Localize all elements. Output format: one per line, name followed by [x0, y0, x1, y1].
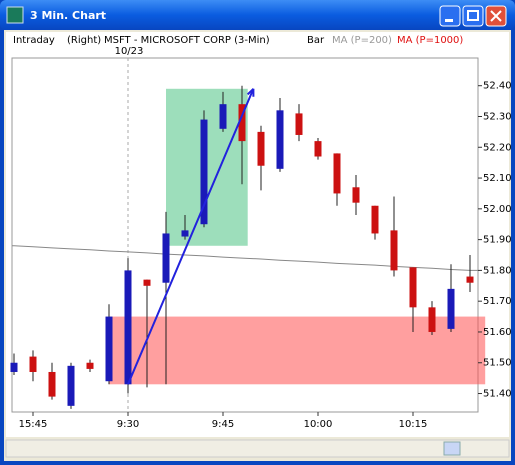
day-label: 10/23 [115, 46, 144, 57]
candle-body [276, 110, 284, 169]
close-button[interactable] [485, 5, 507, 27]
candle-body [219, 104, 227, 129]
candle-body [371, 205, 379, 234]
maximize-button[interactable] [462, 5, 484, 27]
candle-body [238, 104, 246, 142]
app-icon [6, 6, 24, 24]
header-text: Intraday [13, 35, 55, 46]
candle-body [10, 362, 18, 372]
candle-body [390, 230, 398, 271]
y-tick-label: 51.40 [483, 389, 512, 400]
candle-body [428, 307, 436, 332]
candle-body [352, 187, 360, 203]
title-bar [0, 0, 515, 30]
x-tick-label: 10:00 [304, 419, 333, 430]
y-tick-label: 51.80 [483, 265, 512, 276]
minimize-button[interactable] [439, 5, 461, 27]
y-tick-label: 51.60 [483, 327, 512, 338]
candle-body [466, 276, 474, 283]
header-text: (Right) [67, 35, 101, 46]
x-tick-label: 9:30 [117, 419, 139, 430]
scrollbar[interactable] [5, 439, 510, 458]
candle-body [29, 356, 37, 372]
candle-body [314, 141, 322, 157]
legend-entry: MA (P=200) [332, 35, 392, 46]
candle-body [143, 279, 151, 286]
ma-line [12, 245, 478, 271]
candle-body [67, 365, 75, 406]
candle-body [162, 233, 170, 283]
window-title: 3 Min. Chart [30, 9, 106, 22]
scroll-thumb[interactable] [443, 441, 461, 456]
candle-body [124, 270, 132, 385]
arrow-head [246, 88, 255, 97]
candle-body [295, 113, 303, 135]
candle-body [200, 119, 208, 225]
legend-entry: MA (P=1000) [397, 35, 463, 46]
candle-body [181, 230, 189, 237]
x-tick-label: 9:45 [212, 419, 234, 430]
x-tick-label: 10:15 [399, 419, 428, 430]
header-text: Bar [307, 35, 325, 46]
plot-frame [11, 57, 479, 413]
candle-body [409, 267, 417, 308]
candle-body [48, 371, 56, 397]
y-tick-label: 52.40 [483, 81, 512, 92]
highlight-zone [109, 316, 486, 385]
candle-body [105, 316, 113, 382]
candle-body [86, 362, 94, 369]
y-tick-label: 51.50 [483, 358, 512, 369]
y-tick-label: 52.00 [483, 204, 512, 215]
y-tick-label: 52.30 [483, 111, 512, 122]
y-tick-label: 51.90 [483, 235, 512, 246]
candle-body [257, 131, 265, 166]
trendline [127, 88, 255, 385]
y-tick-label: 52.10 [483, 173, 512, 184]
candle-body [333, 153, 341, 194]
candle-body [447, 288, 455, 329]
header-text: MSFT - MICROSOFT CORP (3-Min) [104, 35, 270, 46]
y-tick-label: 52.20 [483, 142, 512, 153]
y-tick-label: 51.70 [483, 296, 512, 307]
x-tick-label: 15:45 [19, 419, 48, 430]
